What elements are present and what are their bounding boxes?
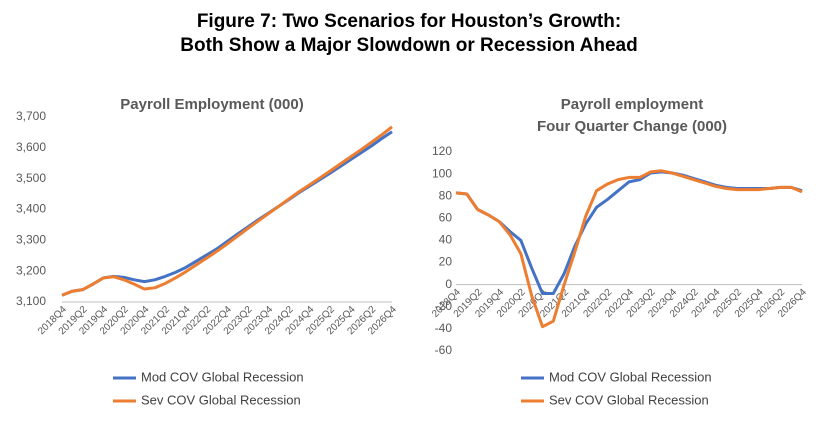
chart-title: Payroll employment bbox=[561, 96, 704, 113]
legend-label: Mod COV Global Recession bbox=[549, 369, 712, 384]
y-tick-label: -60 bbox=[435, 343, 453, 357]
y-tick-label: 3,400 bbox=[16, 202, 46, 216]
series-line bbox=[61, 130, 393, 297]
y-tick-label: 20 bbox=[439, 255, 453, 269]
y-tick-label: 3,200 bbox=[16, 263, 46, 277]
y-tick-label: 3,600 bbox=[16, 140, 46, 154]
series-line bbox=[61, 125, 393, 297]
y-tick-label: 3,100 bbox=[16, 294, 46, 308]
y-tick-label: -40 bbox=[435, 321, 453, 335]
figure-title: Both Show a Major Slowdown or Recession … bbox=[180, 35, 637, 56]
legend-label: Mod COV Global Recession bbox=[141, 369, 304, 384]
y-tick-label: 3,500 bbox=[16, 171, 46, 185]
y-tick-label: 100 bbox=[432, 166, 452, 180]
y-tick-label: 120 bbox=[432, 144, 452, 158]
series-line bbox=[455, 169, 803, 329]
y-tick-label: -20 bbox=[435, 299, 453, 313]
chart-title: Four Quarter Change (000) bbox=[537, 118, 727, 135]
legend-label: Sev COV Global Recession bbox=[549, 392, 709, 407]
y-tick-label: 40 bbox=[439, 233, 453, 247]
y-tick-label: 0 bbox=[445, 277, 452, 291]
y-tick-label: 60 bbox=[439, 211, 453, 225]
legend-label: Sev COV Global Recession bbox=[141, 392, 301, 407]
y-tick-label: 3,300 bbox=[16, 233, 46, 247]
y-tick-label: 80 bbox=[439, 188, 453, 202]
figure-title: Figure 7: Two Scenarios for Houston’s Gr… bbox=[197, 11, 621, 32]
y-tick-label: 3,700 bbox=[16, 109, 46, 123]
chart-title: Payroll Employment (000) bbox=[120, 96, 303, 113]
